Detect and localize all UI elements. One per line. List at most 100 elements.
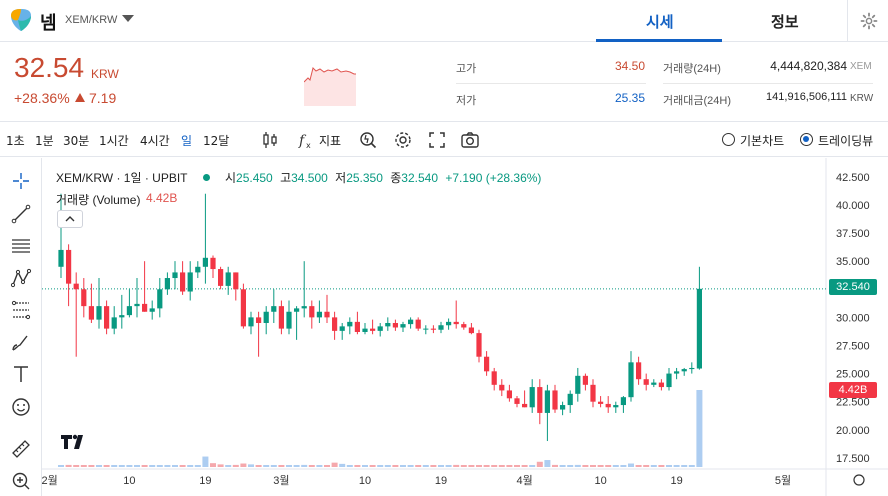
candle-body xyxy=(430,328,436,330)
y-tick-label: 27.500 xyxy=(836,340,870,352)
candle-body xyxy=(172,272,178,279)
candle-body xyxy=(643,379,649,385)
volume-bar xyxy=(369,465,376,467)
volume-bar xyxy=(73,465,80,467)
candle-body xyxy=(651,382,657,385)
interval-1h[interactable]: 1시간 xyxy=(99,134,129,148)
candle-body xyxy=(225,272,231,286)
volume-bar xyxy=(681,465,688,467)
basic-chart-radio[interactable] xyxy=(722,133,735,146)
basic-chart-label[interactable]: 기본차트 xyxy=(740,134,785,148)
chevron-down-icon[interactable] xyxy=(122,15,134,22)
zoom-in-icon[interactable] xyxy=(10,470,32,492)
volume-bar xyxy=(666,465,672,467)
current-price: 32.54 xyxy=(14,52,85,83)
fullscreen-icon[interactable] xyxy=(427,130,447,150)
legend-symbol: XEM/KRW · 1일 · UPBIT xyxy=(56,171,188,185)
volume-bar xyxy=(620,465,627,467)
price-chart[interactable]: 42.50040.00037.50035.00032.50030.00027.5… xyxy=(42,158,888,496)
candle-body xyxy=(506,390,512,399)
volume-bar xyxy=(225,465,232,467)
high-value: 34.50 xyxy=(614,59,645,73)
camera-icon[interactable] xyxy=(460,130,480,150)
volume-bar xyxy=(141,465,148,467)
volume-bar xyxy=(430,465,437,467)
volume-bar xyxy=(445,465,452,467)
candle-body xyxy=(377,326,383,331)
candle-body xyxy=(605,403,611,408)
tradingview-radio[interactable] xyxy=(800,133,813,146)
candle-body xyxy=(689,367,695,370)
candle-body xyxy=(187,272,193,292)
header-divider xyxy=(847,0,848,42)
volume-bar xyxy=(377,465,384,467)
candle-body xyxy=(104,306,110,329)
horizontal-lines-icon[interactable] xyxy=(10,235,32,257)
legend-open-label: 시 xyxy=(224,171,237,185)
ruler-icon[interactable] xyxy=(10,438,32,460)
candle-body xyxy=(347,321,353,327)
y-tick-label: 20.000 xyxy=(836,425,870,437)
candle-body xyxy=(567,393,573,406)
volume-bar xyxy=(483,465,490,467)
trend-line-icon[interactable] xyxy=(10,203,32,225)
volume-bar xyxy=(574,464,581,467)
candle-body xyxy=(484,356,490,372)
interval-4h[interactable]: 4시간 xyxy=(140,134,170,148)
function-icon[interactable]: f x xyxy=(296,130,316,150)
y-tick-label: 25.000 xyxy=(836,369,870,381)
candle-body xyxy=(210,257,216,270)
candle-body xyxy=(636,362,642,380)
volume-bar xyxy=(210,463,216,467)
volume-bar xyxy=(506,465,513,467)
indicator-button[interactable]: 지표 xyxy=(319,134,342,148)
collapse-legend-button[interactable] xyxy=(57,210,83,228)
candle-style-icon[interactable] xyxy=(260,130,280,150)
pattern-icon[interactable] xyxy=(10,267,32,289)
tab-quote[interactable]: 시세 xyxy=(646,13,674,31)
volume-bar xyxy=(392,465,399,467)
brush-icon[interactable] xyxy=(10,331,32,353)
volume-bar xyxy=(240,463,247,467)
interval-1s[interactable]: 1초 xyxy=(6,134,25,148)
crosshair-icon[interactable] xyxy=(10,170,32,192)
volume-tag: 4.42B xyxy=(829,382,877,398)
interval-30m[interactable]: 30분 xyxy=(63,134,90,148)
volume-bar xyxy=(582,465,589,467)
coin-name: 넴 xyxy=(40,13,57,34)
tradingview-label[interactable]: 트레이딩뷰 xyxy=(818,134,874,148)
change-rate: +28.36% xyxy=(14,90,70,106)
alert-search-icon[interactable] xyxy=(358,130,378,150)
candle-body xyxy=(370,328,376,331)
top-header: 넴 XEM/KRW 시세 정보 xyxy=(0,0,888,42)
candle-body xyxy=(598,401,604,404)
fib-retracement-icon[interactable] xyxy=(10,299,32,321)
volume-bar xyxy=(612,465,619,467)
gear-icon[interactable] xyxy=(860,12,878,30)
interval-1d[interactable]: 일 xyxy=(181,134,193,148)
volume-bar xyxy=(468,465,475,467)
volume-bar xyxy=(688,465,695,467)
candle-body xyxy=(461,324,467,328)
volume-bar xyxy=(194,465,201,467)
emoji-icon[interactable] xyxy=(10,396,32,418)
volume-bar xyxy=(529,465,536,467)
volume-bar xyxy=(590,465,596,467)
x-tick-label: 10 xyxy=(123,475,135,487)
text-tool-icon[interactable] xyxy=(10,363,32,385)
y-tick-label: 42.500 xyxy=(836,172,870,184)
interval-1m[interactable]: 1분 xyxy=(35,134,54,148)
volume-bar xyxy=(658,465,665,467)
tab-info[interactable]: 정보 xyxy=(771,13,799,31)
volume-bar xyxy=(324,465,330,467)
settings-icon[interactable] xyxy=(393,130,413,150)
candle-body xyxy=(499,384,505,391)
candle-body xyxy=(218,269,224,286)
candle-body xyxy=(157,289,163,309)
volume-bar xyxy=(422,465,429,467)
candle-body xyxy=(354,321,360,332)
candle-body xyxy=(362,328,368,332)
legend-high: 34.500 xyxy=(291,171,328,185)
x-tick-label: 2월 xyxy=(42,474,58,487)
interval-12mo[interactable]: 12달 xyxy=(203,134,230,148)
